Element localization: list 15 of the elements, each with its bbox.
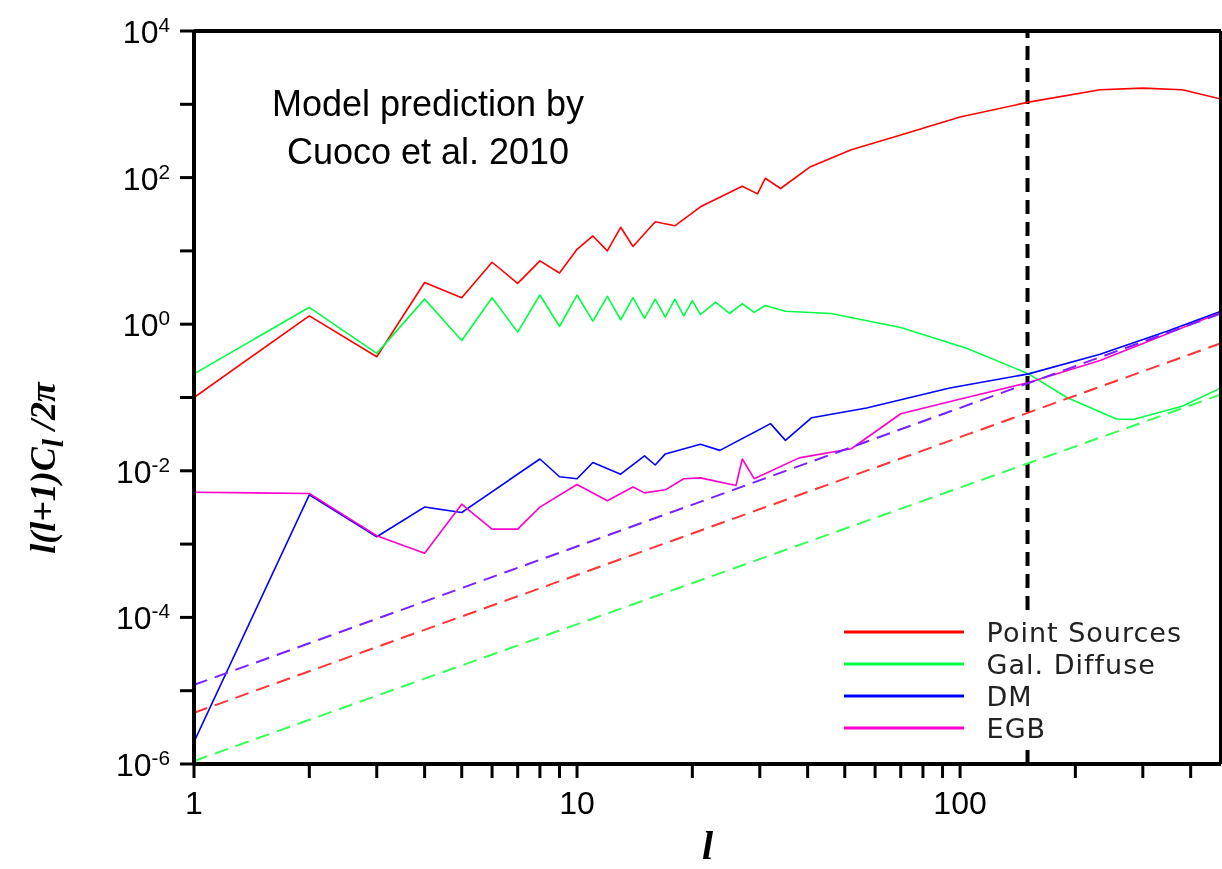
legend-label: Gal. Diffuse bbox=[986, 648, 1156, 680]
legend-label: Point Sources bbox=[986, 616, 1182, 648]
y-tick-label: 10$^{2}$ bbox=[122, 159, 170, 197]
x-tick-label: 100 bbox=[933, 785, 987, 821]
y-tick-label: 10$^{-4}$ bbox=[115, 598, 170, 637]
y-tick-label: 10$^{-6}$ bbox=[115, 745, 170, 783]
annotation: Model prediction by Cuoco et al. 2010 bbox=[270, 82, 586, 174]
legend-label: EGB bbox=[986, 712, 1047, 744]
y-tick-label: 10$^{-2}$ bbox=[115, 452, 170, 490]
x-tick-label: 1 bbox=[185, 785, 203, 821]
legend-label: DM bbox=[986, 680, 1033, 712]
x-axis-title: l bbox=[701, 823, 714, 868]
y-tick-label: 10$^{0}$ bbox=[122, 305, 170, 344]
x-tick-label: 10 bbox=[559, 785, 595, 821]
y-tick-label: 10$^{4}$ bbox=[122, 12, 170, 50]
